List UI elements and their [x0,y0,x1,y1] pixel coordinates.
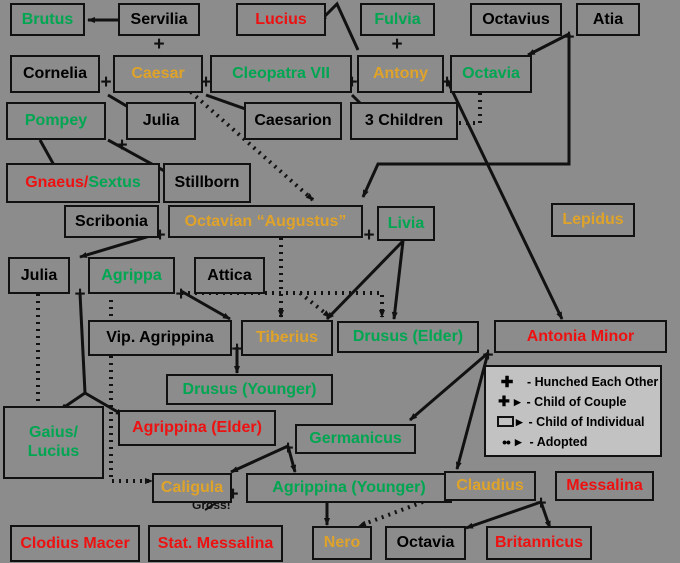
svg-text:+: + [74,284,85,305]
svg-text:+: + [100,72,111,93]
svg-text:+: + [282,438,293,459]
svg-text:+: + [175,284,186,305]
svg-text:+: + [482,345,493,366]
svg-text:+: + [363,225,374,246]
svg-text:+: + [535,493,546,514]
svg-text:+: + [563,27,574,48]
svg-text:+: + [391,34,402,55]
svg-text:+: + [153,34,164,55]
